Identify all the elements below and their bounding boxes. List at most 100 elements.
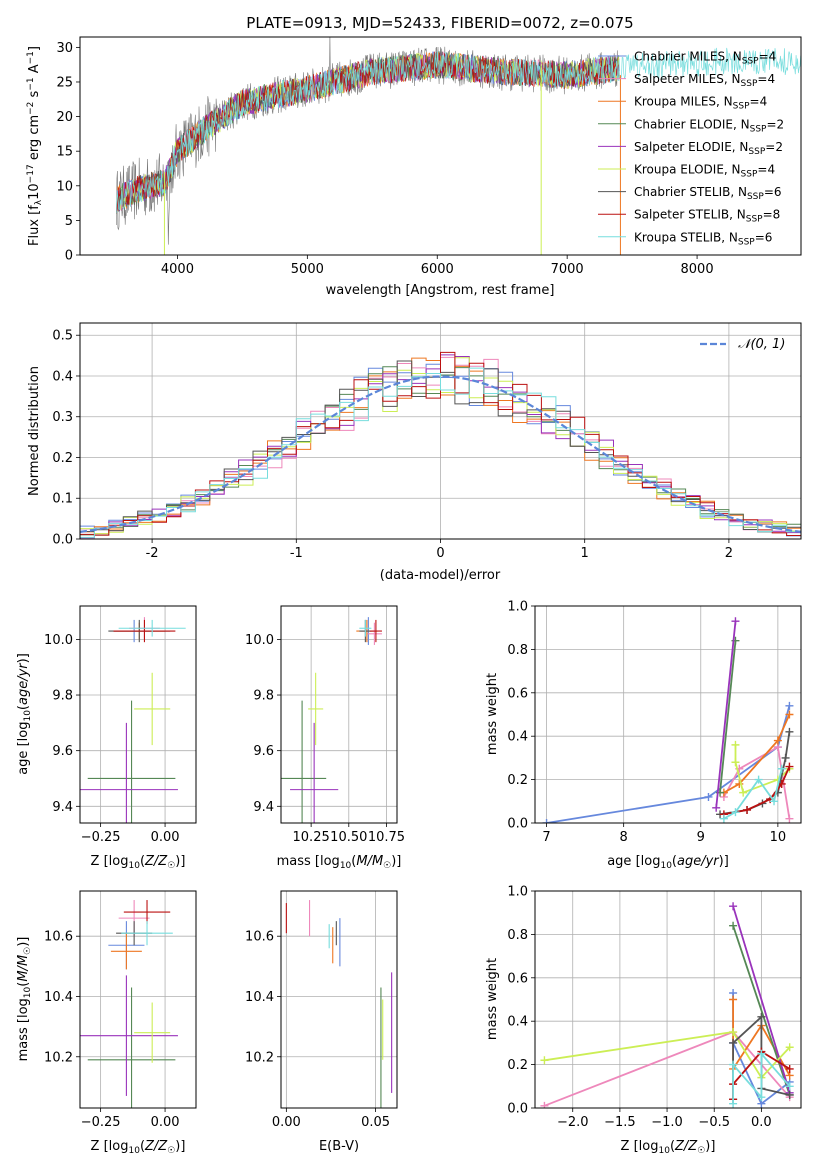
axes-frame: [534, 890, 802, 1109]
axes-age_vs_mass: 10.25 10.50 10.75 9.4 9.6 9.8 10.0: [245, 605, 405, 845]
y-tick-label: 9.6: [52, 744, 73, 759]
y-tick-label: 10.6: [44, 930, 73, 945]
weight-marker-0: [704, 792, 713, 801]
plot-area-spectrum: [116, 37, 801, 255]
y-tick-label: 0.8: [507, 928, 528, 943]
weight-marker-8: [719, 814, 728, 823]
weight-marker-8: [729, 1060, 738, 1069]
y-tick-label: 0.0: [507, 817, 528, 832]
y-tick-label: 1.0: [507, 885, 528, 900]
weight-marker-8: [757, 1049, 766, 1058]
y-tick-label: 0.6: [507, 686, 528, 701]
y-tick-label: 20: [56, 110, 73, 125]
weight-marker-3: [729, 921, 738, 930]
x-tick-label: −0.25: [81, 830, 121, 845]
plot-area-weight_vs_age: [542, 617, 794, 823]
y-tick-label: 0.1: [52, 492, 73, 507]
x-tick-label: 7000: [551, 262, 584, 277]
x-tick-label: 0.0: [751, 1115, 772, 1130]
weight-marker-7: [785, 762, 794, 771]
weight-line-7: [723, 766, 791, 816]
x-tick-label: −2.0: [557, 1115, 589, 1130]
x-tick-label: 5000: [291, 262, 324, 277]
weight-marker-4: [712, 803, 721, 812]
y-tick-label: 15: [56, 145, 73, 160]
weight-marker-0: [785, 701, 794, 710]
y-tick-label: 10.4: [245, 990, 274, 1005]
y-tick-label: 10.0: [44, 633, 73, 648]
weight-marker-5: [731, 740, 740, 749]
weight-marker-8: [785, 1082, 794, 1091]
gaussian-curve: [80, 375, 801, 533]
plot-area-age_vs_Z: [80, 617, 186, 823]
y-tick-label: 0.8: [507, 643, 528, 658]
weight-marker-8: [731, 808, 740, 817]
x-tick-label: 10.50: [330, 830, 367, 845]
weight-marker-1: [540, 1101, 549, 1108]
y-tick-label: 0: [65, 249, 73, 264]
axes-age_vs_Z: −0.25 0.00 9.4 9.6 9.8 10.0: [44, 605, 197, 845]
x-tick-label: 0.00: [151, 1115, 180, 1130]
x-tick-label: 0.05: [361, 1115, 390, 1130]
weight-marker-6: [757, 1012, 766, 1021]
y-tick-label: 25: [56, 75, 73, 90]
y-tick-label: 5: [65, 214, 73, 229]
weight-line-5: [544, 1031, 791, 1080]
plot-area-residuals: [80, 351, 801, 539]
weight-marker-6: [785, 727, 794, 736]
y-tick-label: 0.6: [507, 971, 528, 986]
y-tick-label: 0.4: [507, 1015, 528, 1030]
legend-label: Salpeter ELODIE, NSSP=2: [634, 140, 783, 157]
y-tick-label: 30: [56, 41, 73, 56]
weight-marker-8: [770, 797, 779, 806]
x-tick-label: 10.25: [293, 830, 330, 845]
legend-label: Chabrier MILES, NSSP=4: [634, 50, 776, 67]
plot-area-weight_vs_Z: [540, 902, 794, 1108]
axes-frame: [79, 36, 802, 256]
y-tick-label: 9.6: [253, 744, 274, 759]
axes-residuals: -2 -1 0 1 2 0.0 0.1 0.2 0.3 0.4 0.5: [52, 322, 802, 561]
x-axis-label: wavelength [Angstrom, rest frame]: [326, 283, 555, 298]
weight-line-4: [715, 621, 737, 808]
x-axis-label: mass [log10(M/M☉)]: [277, 854, 402, 871]
weight-line-8: [723, 768, 783, 820]
x-tick-label: −0.25: [81, 1115, 121, 1130]
y-tick-label: 0.5: [52, 329, 73, 344]
weight-marker-7: [777, 779, 786, 788]
y-tick-label: 9.4: [52, 800, 73, 815]
weight-marker-5: [540, 1056, 549, 1065]
axes-weight_vs_age: 7 8 9 10 0.0 0.2 0.4 0.6 0.8 1.0: [507, 600, 802, 845]
y-tick-label: 9.8: [52, 689, 73, 704]
y-tick-label: 0.2: [507, 1058, 528, 1073]
weight-marker-8: [729, 1099, 738, 1108]
x-tick-label: 4000: [161, 262, 194, 277]
weight-line-2: [723, 714, 791, 794]
x-tick-label: 0.00: [272, 1115, 301, 1130]
x-tick-label: 6000: [421, 262, 454, 277]
x-tick-label: 9: [697, 830, 705, 845]
x-axis-label: Z [log10(Z/Z☉)]: [621, 1139, 716, 1156]
weight-marker-6: [785, 1090, 794, 1099]
weight-marker-5: [739, 788, 748, 797]
x-tick-label: 10.75: [368, 830, 405, 845]
x-tick-label: −0.5: [698, 1115, 730, 1130]
weight-marker-8: [754, 775, 763, 784]
x-axis-label: Z [log10(Z/Z☉)]: [91, 1139, 186, 1156]
legend-label: Kroupa ELODIE, NSSP=4: [634, 163, 775, 180]
weight-marker-2: [735, 779, 744, 788]
weight-line-3: [732, 925, 791, 1096]
x-tick-label: 0: [436, 546, 444, 561]
weight-marker-2: [773, 736, 782, 745]
x-axis-label: age [log10(age/yr)]: [607, 854, 729, 871]
weight-line-1: [723, 745, 791, 819]
legend: Chabrier MILES, NSSP=4 Salpeter MILES, NS…: [598, 50, 784, 247]
y-tick-label: 0.3: [52, 410, 73, 425]
weight-marker-4: [731, 617, 740, 626]
weight-marker-8: [777, 764, 786, 773]
y-tick-label: 0.2: [52, 451, 73, 466]
weight-marker-2: [785, 710, 794, 719]
x-tick-label: 7: [542, 830, 550, 845]
x-tick-label: 0.00: [151, 830, 180, 845]
weight-marker-6: [729, 1038, 738, 1047]
